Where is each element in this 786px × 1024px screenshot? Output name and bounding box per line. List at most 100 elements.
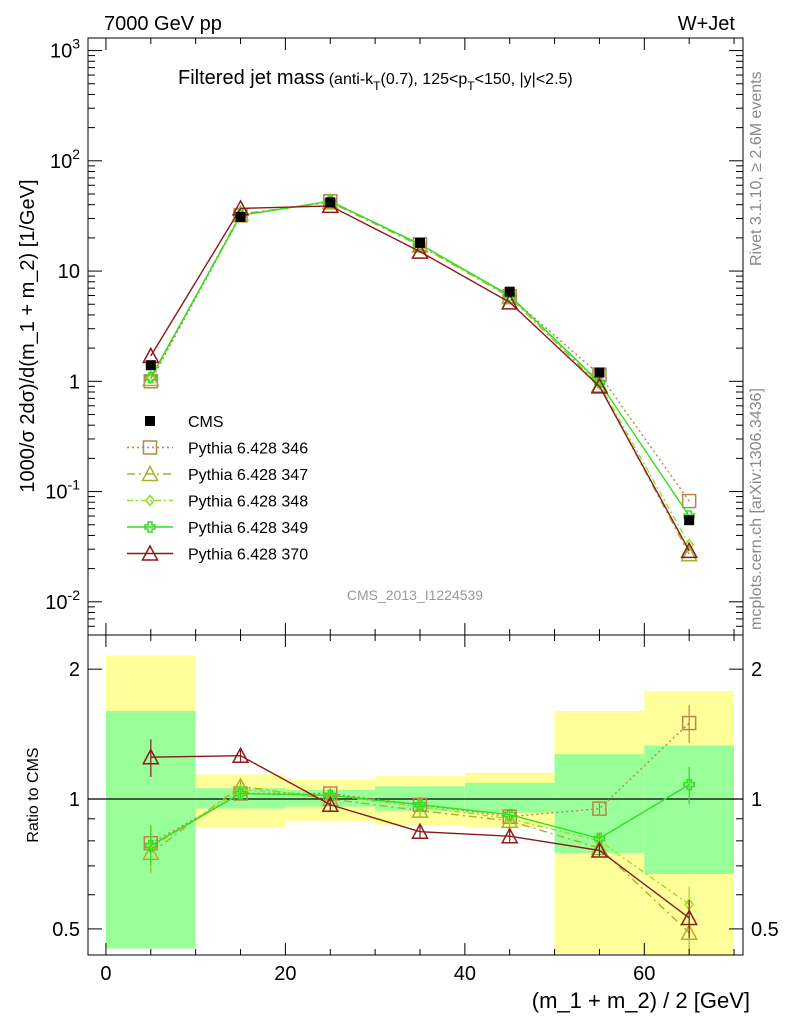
ratio-series-5 — [142, 739, 698, 938]
ratio-point — [231, 746, 250, 763]
ratio-plot-frame — [87, 634, 744, 956]
ratio-series-4 — [145, 766, 695, 866]
ratio-point — [142, 748, 160, 765]
main-y-axis-label: 1000/σ 2dσ)/d(m_1 + m_2) [1/GeV] — [17, 179, 39, 492]
ratio-point — [503, 808, 516, 821]
legend-entry-4: Pythia 6.428 349 — [127, 520, 308, 537]
series-line — [150, 205, 690, 552]
series-point — [143, 374, 159, 389]
series-point — [680, 545, 698, 562]
legend-label: Pythia 6.428 349 — [188, 520, 308, 537]
tick-base: 10 — [45, 592, 67, 614]
ratio-point — [680, 908, 698, 926]
main-plot-content — [142, 193, 698, 562]
ratio-point — [592, 801, 607, 816]
plot-title-main: Filtered jet mass — [178, 67, 325, 89]
legend-entry-data: CMS — [145, 414, 224, 431]
ratio-plot-content — [88, 655, 743, 955]
ratio-point — [683, 778, 695, 791]
ratio-point — [500, 827, 519, 844]
ratio-point — [411, 822, 429, 839]
legend-marker — [141, 544, 159, 561]
legend-label: Pythia 6.428 370 — [188, 547, 308, 564]
legend-entry-5: Pythia 6.428 370 — [127, 544, 308, 564]
x-tick-label: 40 — [454, 963, 476, 985]
ratio-axes: 0.5 0.51 12 20 20 40 60 — [52, 635, 779, 985]
y-tick-label: 1 — [69, 371, 80, 393]
tick-base: 1 — [69, 371, 80, 393]
y-tick-label: 10-1 — [45, 477, 80, 504]
ratio-point — [145, 839, 157, 852]
legend-marker — [145, 494, 155, 507]
title-segment: (anti-k — [329, 71, 374, 88]
legend-label: Pythia 6.428 348 — [188, 494, 308, 511]
tick-exponent: 3 — [72, 36, 80, 52]
title-subscript: T — [373, 79, 381, 93]
data-point — [414, 237, 425, 248]
ratio-plot-panel: 0.5 0.51 12 20 20 40 60 Ratio to CMS — [25, 634, 779, 985]
tick-exponent: -1 — [68, 477, 81, 493]
legend-label: Pythia 6.428 346 — [188, 441, 308, 458]
ratio-y-tick-label: 1 — [69, 789, 80, 811]
ratio-y-tick-label: 2 — [69, 659, 80, 681]
ratio-point — [234, 787, 247, 800]
legend-entry-2: Pythia 6.428 347 — [127, 464, 308, 484]
ratio-y-tick-label: 2 — [751, 659, 762, 681]
plot-title-sub: (anti-kT(0.7), 125<pT<150, |y|<2.5) — [329, 71, 573, 93]
series-point — [145, 371, 157, 384]
ratio-point — [321, 795, 340, 812]
data-point — [594, 367, 605, 378]
data-series — [145, 197, 695, 526]
energy-label: 7000 GeV pp — [104, 13, 222, 35]
ratio-point — [593, 832, 606, 845]
ratio-point — [414, 798, 426, 811]
ratio-y-tick-label: 1 — [751, 789, 762, 811]
series-point — [500, 293, 519, 310]
plot-title: Filtered jet mass (anti-kT(0.7), 125<pT<1… — [178, 67, 573, 93]
y-tick-label: 10-2 — [45, 587, 80, 614]
tick-exponent: -2 — [68, 587, 81, 603]
ratio-point — [411, 801, 429, 818]
ratio-point — [590, 841, 609, 858]
mcplots-label: mcplots.cern.ch [arXiv:1306.3436] — [748, 388, 765, 630]
data-point — [235, 211, 246, 222]
title-segment: (0.7), 125<p — [381, 71, 468, 88]
x-tick-label: 20 — [274, 963, 296, 985]
series-point — [594, 377, 605, 390]
process-label: W+Jet — [678, 13, 736, 35]
data-point — [684, 515, 695, 526]
ratio-y-tick-label: 0.5 — [751, 919, 779, 941]
y-tick-label: 102 — [50, 146, 80, 173]
x-tick-label: 60 — [633, 963, 655, 985]
legend-label: CMS — [188, 414, 224, 431]
y-tick-label: 103 — [50, 36, 80, 63]
ratio-y-axis-label: Ratio to CMS — [25, 747, 42, 842]
legend-marker — [144, 521, 156, 533]
tick-base: 10 — [45, 482, 67, 504]
series-point — [590, 377, 609, 394]
x-tick-label: 0 — [100, 963, 111, 985]
ratio-y-tick-label: 0.5 — [52, 919, 80, 941]
series-5 — [142, 196, 698, 559]
series-point — [681, 493, 697, 509]
x-axis-label: (m_1 + m_2) / 2 [GeV] — [532, 988, 750, 1013]
ratio-point — [324, 789, 337, 802]
title-subscript: T — [467, 79, 475, 93]
series-point — [411, 242, 429, 259]
data-point — [504, 286, 515, 297]
legend-label: Pythia 6.428 347 — [188, 467, 308, 484]
legend: CMS Pythia 6.428 346 Pythia 6.428 347 Pythi… — [127, 414, 308, 564]
title-segment: <150, |y|<2.5) — [475, 71, 573, 88]
tick-exponent: 2 — [72, 146, 80, 162]
tick-base: 10 — [50, 151, 72, 173]
series-point — [680, 541, 698, 559]
ratio-point — [681, 715, 697, 731]
y-tick-label: 10 — [58, 261, 80, 283]
tick-base: 10 — [58, 261, 80, 283]
rivet-version-label: Rivet 3.1.10, ≥ 2.6M events — [748, 71, 765, 266]
analysis-watermark: CMS_2013_I1224539 — [347, 587, 483, 603]
legend-marker — [141, 464, 159, 482]
